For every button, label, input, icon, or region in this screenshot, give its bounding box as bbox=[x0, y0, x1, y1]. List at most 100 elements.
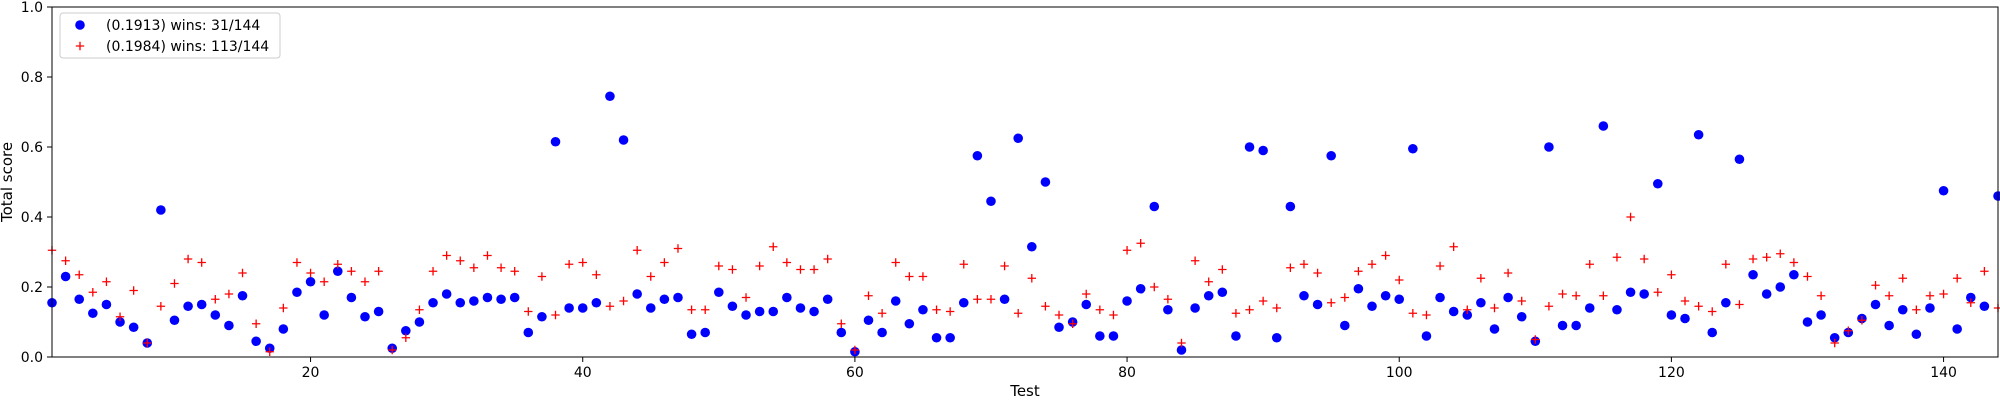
data-point-circle bbox=[577, 303, 588, 313]
data-point-circle bbox=[1870, 299, 1881, 310]
data-point-circle bbox=[523, 327, 534, 338]
x-tick-label: 20 bbox=[302, 365, 320, 381]
data-point-circle bbox=[1312, 299, 1323, 310]
data-point-plus bbox=[1980, 267, 1989, 276]
data-point-plus bbox=[1272, 303, 1281, 313]
data-point-plus bbox=[728, 265, 737, 274]
data-point-circle bbox=[1584, 303, 1595, 313]
data-point-plus bbox=[1585, 260, 1594, 269]
data-point-circle bbox=[537, 311, 547, 322]
data-point-plus bbox=[1299, 260, 1309, 269]
data-point-circle bbox=[115, 317, 125, 327]
legend: (0.1913) wins: 31/144 (0.1984) wins: 113… bbox=[59, 12, 281, 59]
y-tick-label: 0.8 bbox=[21, 70, 43, 86]
data-point-plus bbox=[1762, 253, 1771, 262]
data-point-plus bbox=[347, 267, 356, 276]
data-point-circle bbox=[795, 303, 806, 313]
data-point-circle bbox=[1013, 133, 1023, 144]
data-point-circle bbox=[1707, 327, 1718, 338]
y-tick-label: 0.0 bbox=[21, 350, 43, 366]
data-point-circle bbox=[482, 292, 493, 303]
x-tick-label: 140 bbox=[1930, 365, 1957, 381]
data-point-plus bbox=[1884, 291, 1894, 300]
data-point-circle bbox=[1258, 145, 1268, 156]
data-point-plus bbox=[619, 296, 628, 306]
data-point-circle bbox=[496, 294, 506, 305]
data-point-plus bbox=[1912, 305, 1921, 314]
data-point-circle bbox=[332, 266, 343, 277]
data-point-plus bbox=[905, 272, 914, 281]
data-point-circle bbox=[1081, 299, 1092, 310]
data-point-circle bbox=[1108, 331, 1119, 341]
data-point-circle bbox=[156, 205, 166, 215]
data-point-plus bbox=[986, 295, 996, 304]
data-point-circle bbox=[1040, 177, 1051, 187]
data-point-plus bbox=[510, 267, 519, 276]
data-point-plus bbox=[170, 279, 179, 288]
data-point-plus bbox=[823, 254, 832, 264]
data-point-circle bbox=[618, 135, 629, 145]
data-point-circle bbox=[877, 327, 887, 338]
data-point-plus bbox=[1857, 316, 1867, 325]
data-point-circle bbox=[1829, 332, 1840, 343]
data-point-circle bbox=[319, 310, 329, 320]
data-point-circle bbox=[1897, 304, 1908, 315]
data-point-circle bbox=[441, 289, 452, 299]
data-point-circle bbox=[278, 324, 289, 334]
data-point-plus bbox=[102, 277, 111, 286]
data-point-circle bbox=[101, 299, 112, 310]
data-point-circle bbox=[1353, 283, 1364, 294]
data-point-plus bbox=[1231, 309, 1241, 318]
data-point-plus bbox=[1367, 260, 1377, 269]
data-point-plus bbox=[224, 289, 234, 299]
data-point-circle bbox=[754, 306, 765, 317]
data-point-circle bbox=[210, 310, 221, 320]
data-point-circle bbox=[414, 317, 425, 327]
data-point-circle bbox=[890, 296, 901, 306]
data-point-circle bbox=[809, 306, 819, 317]
data-point-plus bbox=[1517, 296, 1526, 306]
data-point-plus bbox=[1177, 338, 1186, 348]
data-point-circle bbox=[1884, 320, 1894, 331]
data-point-plus bbox=[279, 303, 288, 313]
data-point-plus bbox=[932, 305, 941, 314]
data-point-plus bbox=[75, 270, 84, 279]
data-point-circle bbox=[591, 297, 602, 308]
data-point-circle bbox=[1244, 142, 1255, 152]
data-point-plus bbox=[129, 286, 138, 295]
data-point-plus bbox=[605, 302, 615, 311]
data-point-circle bbox=[1135, 283, 1146, 294]
y-tick-label: 0.6 bbox=[21, 140, 43, 156]
data-point-plus bbox=[1150, 282, 1159, 292]
data-point-circle bbox=[1054, 322, 1064, 333]
legend-marker-plus bbox=[75, 41, 85, 51]
data-point-plus bbox=[1721, 260, 1731, 269]
data-point-plus bbox=[1463, 305, 1472, 314]
data-point-circle bbox=[1761, 289, 1772, 299]
data-point-circle bbox=[605, 91, 615, 102]
data-point-circle bbox=[931, 332, 942, 343]
data-point-circle bbox=[1625, 287, 1636, 298]
data-point-circle bbox=[1952, 324, 1962, 334]
data-point-plus bbox=[564, 260, 574, 269]
data-point-circle bbox=[455, 297, 466, 308]
data-point-plus bbox=[660, 258, 669, 267]
data-point-plus bbox=[741, 293, 751, 302]
data-point-plus bbox=[973, 295, 982, 304]
data-point-circle bbox=[1571, 320, 1581, 331]
data-point-plus bbox=[1258, 296, 1268, 306]
x-tick-label: 60 bbox=[846, 365, 864, 381]
data-point-plus bbox=[156, 302, 166, 311]
data-point-plus bbox=[1503, 268, 1513, 278]
y-tick-label: 0.4 bbox=[21, 210, 43, 226]
data-point-circle bbox=[469, 296, 479, 306]
data-point-circle bbox=[904, 318, 915, 329]
data-point-circle bbox=[1544, 142, 1554, 152]
data-point-plus bbox=[701, 305, 710, 314]
data-point-plus bbox=[837, 319, 846, 328]
data-point-circle bbox=[1435, 292, 1445, 303]
plot-border bbox=[51, 6, 1999, 358]
data-point-plus bbox=[1925, 291, 1935, 300]
data-point-plus bbox=[1354, 267, 1363, 276]
data-point-plus bbox=[1408, 309, 1418, 318]
